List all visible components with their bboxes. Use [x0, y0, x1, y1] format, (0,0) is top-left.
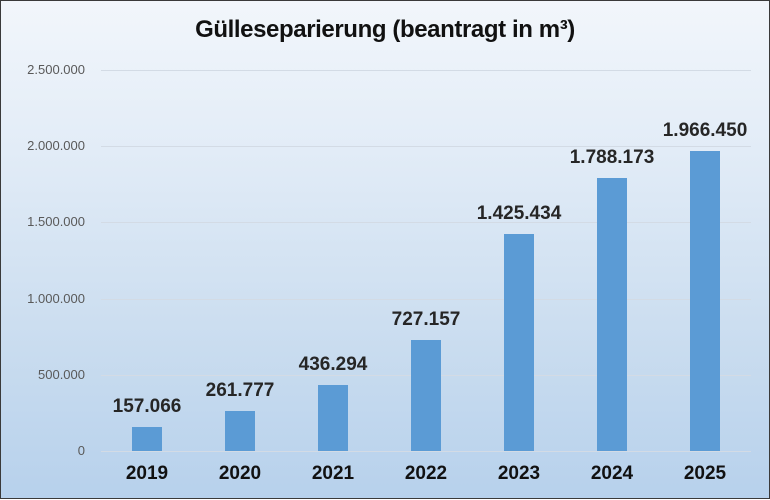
x-axis-tick-label: 2020	[218, 463, 262, 484]
bar-2019	[132, 427, 162, 451]
bar-2020	[225, 411, 255, 451]
bar-2024	[597, 178, 627, 451]
gridline	[101, 299, 751, 300]
gridline	[101, 146, 751, 147]
y-axis-tick-label: 500.000	[38, 367, 85, 382]
data-label: 727.157	[391, 309, 461, 330]
gridline	[101, 70, 751, 71]
data-label: 261.777	[205, 380, 275, 401]
data-label: 436.294	[298, 354, 368, 375]
x-axis-tick-label: 2019	[125, 463, 169, 484]
bar-2023	[504, 234, 534, 451]
data-label: 1.966.450	[662, 120, 748, 141]
x-axis-tick-label: 2022	[404, 463, 448, 484]
x-axis-tick-label: 2025	[683, 463, 727, 484]
y-axis-tick-label: 2.000.000	[27, 138, 85, 153]
y-axis-tick-label: 1.500.000	[27, 214, 85, 229]
gridline	[101, 451, 751, 452]
data-label: 157.066	[112, 396, 182, 417]
x-axis-tick-label: 2024	[590, 463, 634, 484]
y-axis-tick-label: 2.500.000	[27, 62, 85, 77]
data-label: 1.425.434	[476, 203, 562, 224]
y-axis-tick-label: 1.000.000	[27, 291, 85, 306]
y-axis-tick-label: 0	[77, 443, 85, 458]
gridline	[101, 222, 751, 223]
x-axis-tick-label: 2021	[311, 463, 355, 484]
x-axis-tick-label: 2023	[497, 463, 541, 484]
bar-2021	[318, 385, 348, 451]
chart-title: Gülleseparierung (beantragt in m³)	[195, 16, 575, 43]
bar-2022	[411, 340, 441, 451]
bar-2025	[690, 151, 720, 451]
data-label: 1.788.173	[569, 147, 655, 168]
